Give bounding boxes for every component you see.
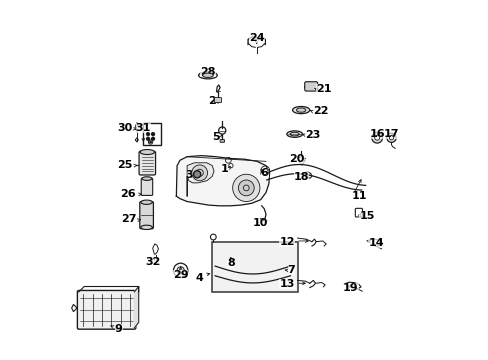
Text: 32: 32 <box>145 257 161 267</box>
Circle shape <box>146 137 149 140</box>
Text: 7: 7 <box>287 265 295 275</box>
Text: 30: 30 <box>117 123 132 133</box>
Polygon shape <box>134 287 139 328</box>
Circle shape <box>238 180 254 196</box>
Bar <box>211 242 297 292</box>
Circle shape <box>232 174 260 202</box>
Ellipse shape <box>141 200 152 204</box>
Text: 16: 16 <box>368 129 384 139</box>
Text: 15: 15 <box>359 211 374 221</box>
Circle shape <box>146 133 149 135</box>
Ellipse shape <box>198 72 217 79</box>
Text: 13: 13 <box>279 279 294 289</box>
Text: 8: 8 <box>226 258 234 268</box>
FancyBboxPatch shape <box>77 291 136 329</box>
Text: 21: 21 <box>316 84 331 94</box>
Ellipse shape <box>140 149 154 154</box>
Text: 6: 6 <box>260 168 268 178</box>
Text: 20: 20 <box>289 154 304 164</box>
Text: 3: 3 <box>184 170 192 180</box>
Text: 14: 14 <box>367 238 383 248</box>
Ellipse shape <box>296 108 305 112</box>
Circle shape <box>193 171 201 178</box>
Text: 2: 2 <box>207 96 215 106</box>
Text: 18: 18 <box>293 172 308 182</box>
Circle shape <box>151 137 154 140</box>
Text: 23: 23 <box>304 130 320 140</box>
Text: 10: 10 <box>252 218 267 228</box>
Circle shape <box>149 141 151 143</box>
Circle shape <box>386 133 395 142</box>
Text: 28: 28 <box>200 67 215 77</box>
Text: 19: 19 <box>343 283 358 293</box>
Text: 25: 25 <box>117 160 132 170</box>
Text: 17: 17 <box>383 129 399 139</box>
Text: 31: 31 <box>135 123 151 133</box>
Text: 4: 4 <box>195 273 203 283</box>
Text: 5: 5 <box>211 132 219 142</box>
Circle shape <box>371 132 382 143</box>
Text: 9: 9 <box>115 324 122 334</box>
Text: 24: 24 <box>249 33 264 43</box>
Text: 12: 12 <box>279 237 294 247</box>
Polygon shape <box>187 163 214 196</box>
FancyBboxPatch shape <box>141 178 152 195</box>
Circle shape <box>191 165 207 181</box>
Ellipse shape <box>286 131 302 137</box>
Ellipse shape <box>202 73 213 77</box>
Ellipse shape <box>141 225 152 229</box>
Bar <box>143 123 161 145</box>
Text: 11: 11 <box>351 191 367 201</box>
FancyBboxPatch shape <box>139 151 155 175</box>
Text: 27: 27 <box>121 215 136 224</box>
Text: 29: 29 <box>172 270 188 280</box>
Circle shape <box>151 133 154 135</box>
Ellipse shape <box>142 177 152 180</box>
FancyBboxPatch shape <box>304 82 317 91</box>
Polygon shape <box>176 156 269 206</box>
FancyBboxPatch shape <box>220 139 224 142</box>
FancyBboxPatch shape <box>214 98 221 103</box>
Text: 22: 22 <box>312 106 327 116</box>
FancyBboxPatch shape <box>140 202 153 229</box>
Text: 1: 1 <box>220 164 228 174</box>
Text: 26: 26 <box>121 189 136 199</box>
Ellipse shape <box>292 107 309 114</box>
